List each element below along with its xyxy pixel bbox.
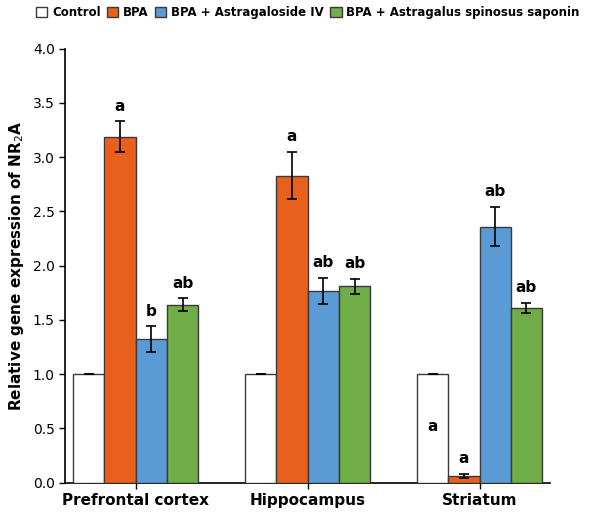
Text: a: a [427, 419, 438, 434]
Text: ab: ab [516, 280, 537, 295]
Text: ab: ab [313, 255, 334, 270]
Legend: Control, BPA, BPA + Astragaloside IV, BPA + Astragalus spinosus saponin: Control, BPA, BPA + Astragaloside IV, BP… [32, 3, 583, 23]
Text: a: a [115, 99, 125, 114]
Text: b: b [146, 304, 157, 319]
Bar [511, 308, 542, 483]
Bar [167, 305, 198, 483]
Text: ab: ab [485, 184, 506, 199]
Text: a: a [459, 451, 469, 467]
Bar [308, 290, 339, 483]
Text: ab: ab [172, 276, 193, 290]
Bar [277, 176, 308, 483]
Bar [104, 136, 136, 483]
Bar [448, 476, 479, 483]
Bar [417, 374, 448, 483]
Y-axis label: Relative gene expression of NR$_2$A: Relative gene expression of NR$_2$A [7, 121, 26, 410]
Bar [479, 227, 511, 483]
Text: ab: ab [344, 256, 365, 271]
Bar [245, 374, 277, 483]
Bar [73, 374, 104, 483]
Text: a: a [287, 129, 297, 144]
Bar [339, 286, 370, 483]
Bar [136, 339, 167, 483]
